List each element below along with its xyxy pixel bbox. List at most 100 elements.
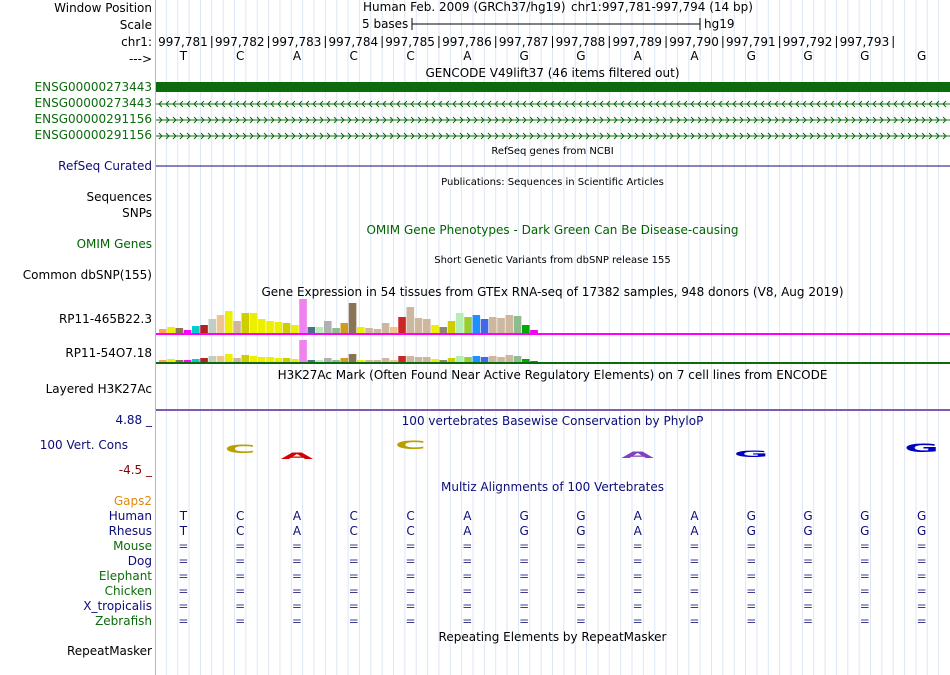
refseq-label[interactable]: RefSeq Curated <box>58 159 152 173</box>
gencode-strand-arrow <box>557 132 562 140</box>
ruler-position[interactable]: 997,781 <box>158 35 208 49</box>
gtex-label-1[interactable]: RP11-465B22.3 <box>58 312 152 326</box>
gtex-label-2[interactable]: RP11-54O7.18 <box>65 346 152 360</box>
gtex-bar-2 <box>472 356 481 362</box>
phylop-max-label: 4.88 _ <box>115 413 152 427</box>
h3k27-title: H3K27Ac Mark (Often Found Near Active Re… <box>277 368 828 382</box>
gencode-strand-arrow <box>263 100 268 108</box>
alignment-base: = <box>235 614 246 628</box>
gtex-bar-1 <box>183 330 192 333</box>
gaps-label[interactable]: Gaps2 <box>113 494 152 508</box>
gencode-strand-arrow <box>165 132 170 140</box>
ruler-base: G <box>916 49 927 63</box>
gencode-strand-arrow <box>494 100 499 108</box>
alignment-base: = <box>178 554 189 568</box>
ruler-position[interactable]: 997,791 <box>726 35 776 49</box>
ruler-position[interactable]: 997,790 <box>669 35 719 49</box>
gencode-gene-label[interactable]: ENSG00000291156 <box>34 128 152 142</box>
species-label[interactable]: Dog <box>127 554 152 568</box>
gencode-strand-arrow <box>858 116 863 124</box>
species-label[interactable]: X_tropicalis <box>83 599 152 613</box>
ruler-position[interactable]: 997,788 <box>555 35 606 49</box>
gencode-strand-arrow <box>739 100 744 108</box>
gtex-bar-1 <box>414 318 423 333</box>
ruler-position[interactable]: 997,785 <box>385 35 435 49</box>
gencode-strand-arrow <box>732 132 737 140</box>
phylop-label[interactable]: 100 Vert. Cons <box>39 438 128 452</box>
ruler-position[interactable]: 997,793 <box>839 35 890 49</box>
gencode-strand-arrow <box>844 100 849 108</box>
dbsnp-label[interactable]: Common dbSNP(155) <box>22 268 152 282</box>
gtex-bar-1 <box>315 327 324 333</box>
species-label[interactable]: Rhesus <box>108 524 152 538</box>
gencode-strand-arrow <box>459 132 464 140</box>
alignment-base: = <box>235 569 246 583</box>
species-label[interactable]: Mouse <box>113 539 152 553</box>
gencode-strand-arrow <box>445 100 450 108</box>
gencode-strand-arrow <box>571 116 576 124</box>
gencode-strand-arrow <box>641 100 646 108</box>
gencode-strand-arrow <box>606 132 611 140</box>
gencode-strand-arrow <box>676 100 681 108</box>
alignment-base: = <box>575 554 586 568</box>
snps-label[interactable]: SNPs <box>122 206 152 220</box>
species-label[interactable]: Zebrafish <box>95 614 152 628</box>
omim-label[interactable]: OMIM Genes <box>76 237 152 251</box>
alignment-base: = <box>291 569 302 583</box>
gencode-strand-arrow <box>697 132 702 140</box>
chrom-label[interactable]: chr1: <box>121 35 152 49</box>
species-label[interactable]: Human <box>108 509 152 523</box>
ruler-position[interactable]: 997,786 <box>442 35 492 49</box>
species-label[interactable]: Elephant <box>98 569 152 583</box>
alignment-base: = <box>405 554 416 568</box>
gtex-bar-1 <box>282 323 291 333</box>
species-label[interactable]: Chicken <box>104 584 152 598</box>
gencode-strand-arrow <box>718 116 723 124</box>
window-position-label[interactable]: Window Position <box>54 1 152 15</box>
rmsk-label[interactable]: RepeatMasker <box>66 644 152 658</box>
ruler-position[interactable]: 997,782 <box>214 35 265 49</box>
alignment-base: A <box>292 524 302 538</box>
gtex-bar-1 <box>233 321 241 333</box>
gencode-gene-label[interactable]: ENSG00000291156 <box>34 112 152 126</box>
phylop-min-label: -4.5 _ <box>118 463 152 477</box>
gencode-gene-label[interactable]: ENSG00000273443 <box>34 80 152 94</box>
gtex-title: Gene Expression in 54 tissues from GTEx … <box>261 285 844 299</box>
h3k27-label[interactable]: Layered H3K27Ac <box>45 382 152 396</box>
gencode-strand-arrow <box>746 132 751 140</box>
phylop-base-glyph: G <box>904 442 938 455</box>
gencode-strand-arrow <box>697 116 702 124</box>
gencode-strand-arrow <box>900 132 905 140</box>
ruler-position[interactable]: 997,792 <box>782 35 833 49</box>
gencode-strand-arrow <box>823 100 828 108</box>
gencode-strand-arrow <box>690 100 695 108</box>
gencode-strand-arrow <box>543 132 548 140</box>
gencode-strand-arrow <box>851 132 856 140</box>
sequences-label[interactable]: Sequences <box>86 190 152 204</box>
gencode-strand-arrow <box>235 116 240 124</box>
ruler-position[interactable]: 997,783 <box>271 35 322 49</box>
gtex-bar-1 <box>200 325 208 333</box>
gencode-strand-arrow <box>221 100 226 108</box>
ruler-position[interactable]: 997,787 <box>498 35 549 49</box>
phylop-base-glyph: G <box>734 450 768 460</box>
gencode-strand-arrow <box>711 116 716 124</box>
gencode-strand-arrow <box>676 132 681 140</box>
gencode-strand-arrow <box>466 132 471 140</box>
gencode-gene-label[interactable]: ENSG00000273443 <box>34 96 152 110</box>
refseq-title: RefSeq genes from NCBI <box>491 146 614 157</box>
strand-arrow-label[interactable]: ---> <box>128 52 152 66</box>
gencode-strand-arrow <box>648 100 653 108</box>
gtex-bar-1 <box>175 328 184 333</box>
gencode-exon-block <box>156 82 950 92</box>
scale-label[interactable]: Scale <box>119 18 152 32</box>
ruler-position[interactable]: 997,789 <box>612 35 663 49</box>
ruler-position[interactable]: 997,784 <box>328 35 379 49</box>
gencode-strand-arrow <box>620 116 625 124</box>
gencode-strand-arrow <box>662 132 667 140</box>
gencode-strand-arrow <box>872 100 877 108</box>
gencode-strand-arrow <box>326 116 331 124</box>
alignment-base: G <box>746 509 756 523</box>
db-text: hg19 <box>704 17 735 31</box>
